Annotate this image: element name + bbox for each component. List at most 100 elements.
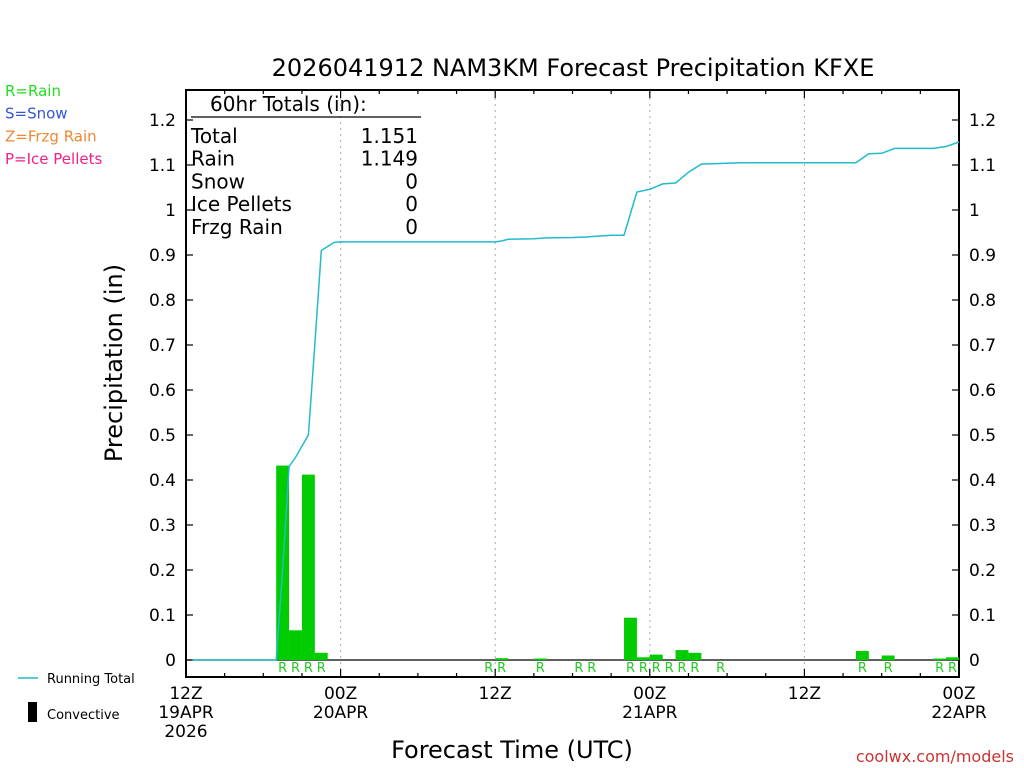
ptype-label: R	[304, 661, 313, 676]
ptype-label: R	[884, 661, 893, 676]
totals-row-label: Ice Pellets	[191, 192, 292, 216]
totals-box: 60hr Totals (in): Total 1.151 Rain 1.149 Sno…	[190, 92, 421, 239]
x-tick-label: 00Z	[942, 684, 975, 704]
ptype-legend-item: P=Ice Pellets	[5, 150, 102, 168]
y-tick-label: 0.8	[149, 291, 176, 311]
ptype-label: R	[536, 661, 545, 676]
y-tick-label: 0.3	[149, 516, 176, 536]
ptype-legend-item: S=Snow	[5, 105, 68, 123]
totals-row-label: Frzg Rain	[191, 215, 283, 239]
y-tick-label-right: 0.8	[969, 291, 996, 311]
ptype-label: R	[639, 661, 648, 676]
ptype-label: R	[291, 661, 300, 676]
x-tick-label: 12Z	[788, 684, 821, 704]
y-tick-label-right: 0.7	[969, 336, 996, 356]
line-legend: Running Total Convective	[18, 672, 135, 723]
ptype-legend-item: R=Rain	[5, 82, 61, 100]
precip-bar	[881, 655, 895, 660]
y-tick-label: 0.6	[149, 381, 176, 401]
precip-bar	[946, 657, 959, 660]
y-tick-label: 0.1	[149, 606, 176, 626]
precip-bar	[855, 651, 869, 660]
x-tick-label: 21APR	[622, 703, 678, 723]
running-total-legend-label: Running Total	[47, 672, 135, 687]
totals-row-value: 0	[405, 192, 418, 216]
precip-bar	[533, 658, 547, 660]
y-tick-label-right: 0.9	[969, 246, 996, 266]
y-tick-label: 0	[165, 651, 176, 671]
y-tick-label: 1	[165, 201, 176, 221]
totals-row-value: 1.149	[361, 147, 418, 171]
x-tick-label: 2026	[164, 722, 207, 742]
precip-bar	[649, 654, 663, 660]
y-tick-label-right: 1.2	[969, 111, 996, 131]
precip-bar	[289, 630, 302, 660]
y-axis-right: 0 0.1 0.2 0.3 0.4 0.5 0.6 0.7 0.8 0.9 1 1.1 1.2	[952, 111, 996, 671]
x-tick-label: 12Z	[479, 684, 512, 704]
running-total-line	[192, 141, 960, 661]
x-axis-label: Forecast Time (UTC)	[391, 736, 633, 764]
ptype-label: R	[858, 661, 867, 676]
totals-header: 60hr Totals (in):	[210, 92, 367, 116]
y-tick-label-right: 0.3	[969, 516, 996, 536]
ptype-label: R	[652, 661, 661, 676]
totals-row-value: 1.151	[361, 124, 418, 148]
precip-bar	[624, 617, 637, 660]
y-tick-label-right: 0.6	[969, 381, 996, 401]
y-tick-label: 0.4	[149, 471, 176, 491]
watermark: coolwx.com/models	[856, 747, 1014, 766]
precip-bar	[688, 652, 702, 660]
bar-series	[276, 465, 959, 660]
precip-bar	[675, 650, 689, 660]
ptype-label: R	[948, 661, 957, 676]
y-axis-left: 0 0.1 0.2 0.3 0.4 0.5 0.6 0.7 0.8 0.9 1 1.1 1.2	[149, 111, 193, 671]
totals-row-value: 0	[405, 169, 418, 193]
ptype-legend-item: Z=Frzg Rain	[5, 127, 97, 145]
convective-legend-label: Convective	[47, 708, 120, 723]
y-tick-label-right: 0.2	[969, 561, 996, 581]
convective-legend-swatch	[28, 702, 37, 722]
totals-row-value: 0	[405, 215, 418, 239]
ptype-label: R	[665, 661, 674, 676]
ptype-label: R	[716, 661, 725, 676]
y-tick-label: 1.2	[149, 111, 176, 131]
x-tick-label: 19APR	[158, 703, 214, 723]
chart-title: 2026041912 NAM3KM Forecast Precipitation…	[272, 54, 875, 82]
y-tick-label: 0.2	[149, 561, 176, 581]
ptype-label: R	[587, 661, 596, 676]
ptype-label: R	[484, 661, 493, 676]
ptype-label: R	[935, 661, 944, 676]
y-tick-label-right: 1	[969, 201, 980, 221]
precip-type-legend: R=Rain S=Snow Z=Frzg Rain P=Ice Pellets	[5, 82, 102, 168]
y-tick-label-right: 0.1	[969, 606, 996, 626]
totals-row-label: Snow	[191, 169, 245, 193]
y-tick-label-right: 0.5	[969, 426, 996, 446]
y-tick-label: 1.1	[149, 156, 176, 176]
ptype-label: R	[278, 661, 287, 676]
ptype-label: R	[626, 661, 635, 676]
y-tick-label-right: 1.1	[969, 156, 996, 176]
x-tick-label: 00Z	[324, 684, 357, 704]
ptype-label: R	[690, 661, 699, 676]
ptype-label: R	[677, 661, 686, 676]
y-tick-label: 0.5	[149, 426, 176, 446]
x-tick-label: 22APR	[931, 703, 987, 723]
x-tick-label: 12Z	[169, 684, 202, 704]
x-tick-label: 20APR	[313, 703, 369, 723]
ptype-label: R	[574, 661, 583, 676]
y-tick-label-right: 0	[969, 651, 980, 671]
precip-bar	[314, 652, 328, 660]
precip-bar	[301, 474, 315, 660]
y-axis-label: Precipitation (in)	[100, 264, 128, 462]
y-tick-label-right: 0.4	[969, 471, 996, 491]
precip-bar	[636, 657, 650, 660]
precip-bar	[933, 658, 947, 660]
precip-bar	[495, 658, 509, 660]
totals-row-label: Total	[190, 124, 238, 148]
totals-row-label: Rain	[191, 147, 235, 171]
y-tick-label: 0.9	[149, 246, 176, 266]
ptype-label: R	[317, 661, 326, 676]
